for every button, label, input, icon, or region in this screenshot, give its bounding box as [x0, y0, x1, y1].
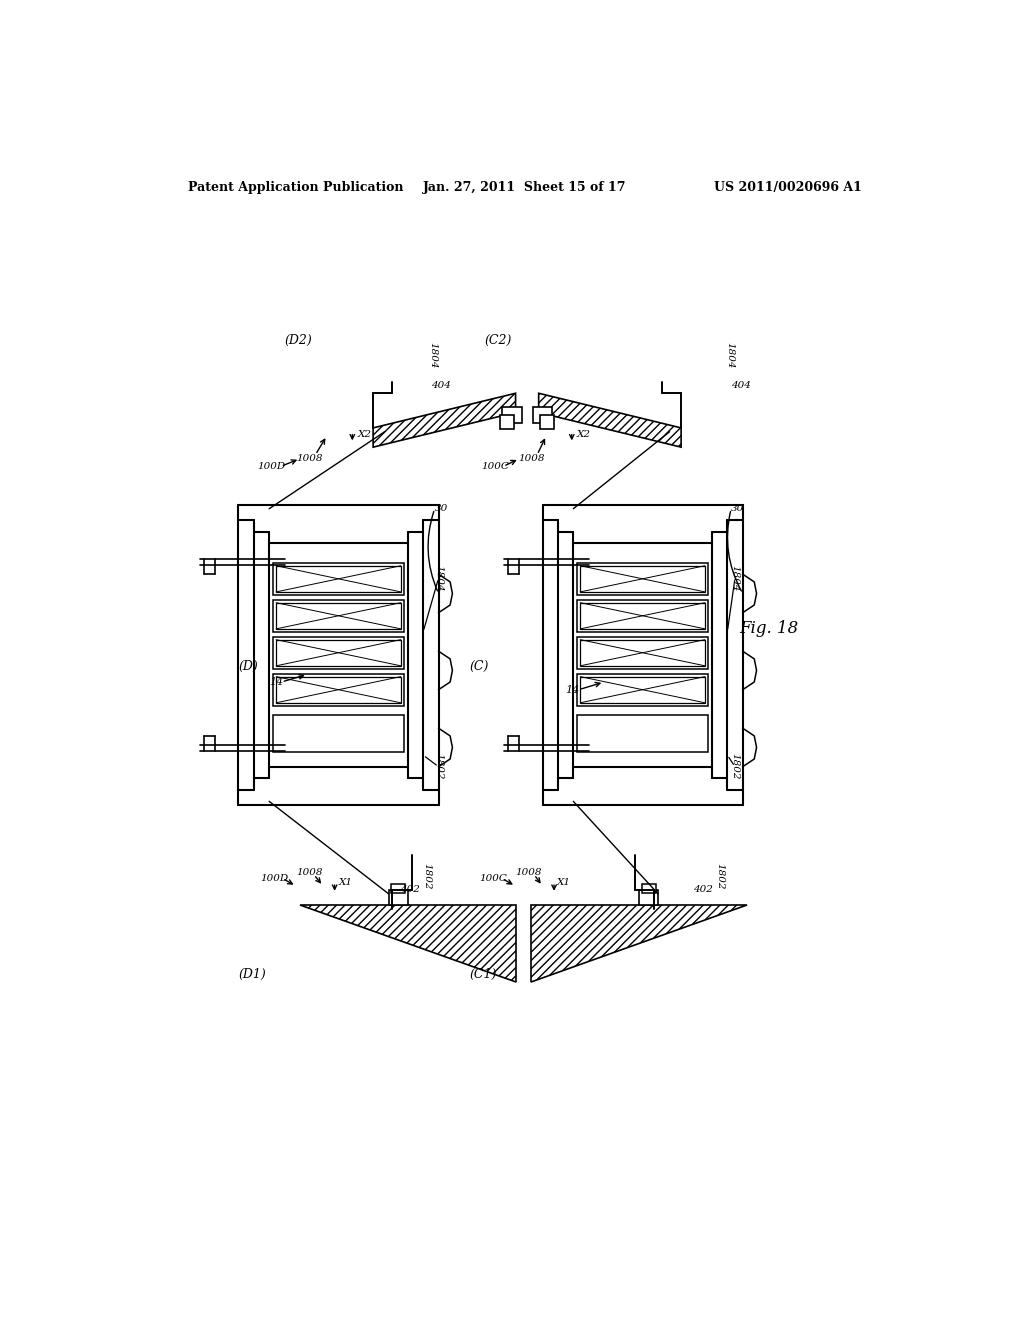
Bar — [273, 562, 403, 595]
Text: 402: 402 — [692, 886, 713, 895]
Text: Patent Application Publication: Patent Application Publication — [188, 181, 403, 194]
Bar — [276, 640, 400, 665]
Bar — [578, 636, 708, 669]
Text: 100C: 100C — [481, 462, 509, 471]
Bar — [276, 677, 400, 702]
Text: (D1): (D1) — [239, 968, 266, 981]
Bar — [581, 677, 705, 702]
Text: (C): (C) — [469, 660, 488, 673]
Text: 100D: 100D — [260, 874, 288, 883]
Text: (C2): (C2) — [484, 334, 512, 347]
Polygon shape — [373, 393, 515, 447]
Text: 14: 14 — [269, 677, 284, 686]
Text: 1802: 1802 — [730, 754, 739, 780]
Text: 1804: 1804 — [434, 565, 443, 591]
Text: X1: X1 — [339, 878, 352, 887]
Bar — [532, 407, 552, 422]
Text: 1802: 1802 — [423, 863, 431, 890]
Text: 100C: 100C — [479, 874, 507, 883]
Bar — [642, 884, 655, 892]
Bar — [273, 673, 403, 706]
Text: 1008: 1008 — [515, 867, 542, 876]
Text: (C1): (C1) — [469, 968, 497, 981]
Bar — [578, 562, 708, 595]
Polygon shape — [539, 393, 681, 447]
Text: 100D: 100D — [258, 462, 286, 471]
Bar — [578, 715, 708, 752]
Text: US 2011/0020696 A1: US 2011/0020696 A1 — [714, 181, 862, 194]
Bar — [273, 636, 403, 669]
Bar — [500, 414, 514, 429]
Bar — [273, 715, 403, 752]
Text: 1008: 1008 — [518, 454, 545, 463]
Text: 1802: 1802 — [715, 863, 724, 890]
Bar — [581, 566, 705, 591]
Text: 30: 30 — [435, 504, 447, 513]
Text: 1804: 1804 — [730, 565, 739, 591]
Text: 404: 404 — [431, 381, 451, 389]
Bar — [581, 640, 705, 665]
Polygon shape — [531, 906, 746, 982]
Text: Jan. 27, 2011  Sheet 15 of 17: Jan. 27, 2011 Sheet 15 of 17 — [423, 181, 627, 194]
Text: 14: 14 — [565, 685, 580, 694]
Bar — [276, 566, 400, 591]
Bar — [388, 890, 408, 906]
Bar — [273, 599, 403, 632]
Text: 404: 404 — [731, 381, 751, 389]
Text: X1: X1 — [557, 878, 571, 887]
Text: (D2): (D2) — [285, 334, 312, 347]
Text: Fig. 18: Fig. 18 — [739, 619, 798, 636]
Bar — [276, 603, 400, 628]
Text: 1804: 1804 — [428, 342, 437, 368]
Bar — [581, 603, 705, 628]
Bar — [391, 884, 404, 892]
Bar — [578, 673, 708, 706]
Text: 1008: 1008 — [296, 867, 323, 876]
Text: 402: 402 — [400, 886, 420, 895]
Text: 1802: 1802 — [434, 754, 443, 780]
Text: (D): (D) — [239, 660, 258, 673]
Text: 30: 30 — [731, 504, 744, 513]
Bar — [503, 407, 521, 422]
Bar — [578, 599, 708, 632]
Text: X2: X2 — [357, 429, 372, 438]
Bar — [639, 890, 658, 906]
Text: 1008: 1008 — [296, 454, 323, 463]
Text: 1804: 1804 — [725, 342, 734, 368]
Polygon shape — [300, 906, 515, 982]
Text: X2: X2 — [578, 429, 591, 438]
Bar — [541, 414, 554, 429]
